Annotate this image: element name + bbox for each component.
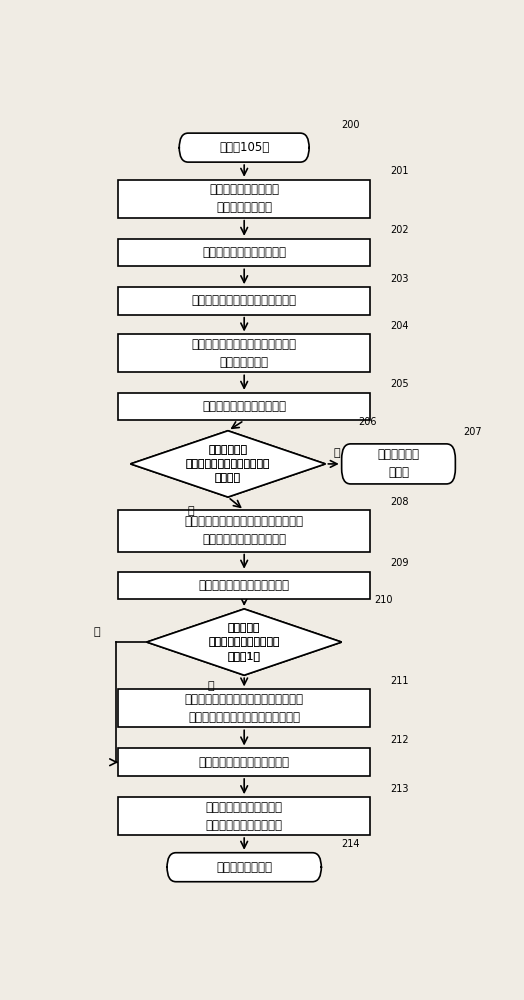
- Polygon shape: [147, 609, 342, 675]
- Text: 214: 214: [342, 839, 360, 849]
- Text: 205: 205: [390, 379, 409, 389]
- Text: 源句和被测句
不相似: 源句和被测句 不相似: [377, 448, 420, 479]
- Text: 否: 否: [208, 681, 214, 691]
- Text: 提取数值信息前后的大小关系: 提取数值信息前后的大小关系: [199, 579, 290, 592]
- Text: 多次查询大小关系表，得到多个区间，
通过区间类型判断方法进行区间合并: 多次查询大小关系表，得到多个区间， 通过区间类型判断方法进行区间合并: [184, 693, 304, 724]
- Text: 是: 是: [188, 506, 194, 516]
- Text: 213: 213: [390, 784, 409, 794]
- Polygon shape: [147, 609, 342, 675]
- Text: 200: 200: [342, 120, 360, 130]
- Text: 过滤不含有名词的句子成分: 过滤不含有名词的句子成分: [202, 246, 286, 259]
- Text: 判断源句和
被测句中大小关系的个数
是否是1个: 判断源句和 被测句中大小关系的个数 是否是1个: [209, 623, 280, 661]
- FancyBboxPatch shape: [118, 393, 370, 420]
- Text: 对各个成分进行分词，删除形容词: 对各个成分进行分词，删除形容词: [192, 294, 297, 307]
- Polygon shape: [130, 431, 325, 497]
- Text: 开始（105）: 开始（105）: [219, 141, 269, 154]
- FancyBboxPatch shape: [118, 287, 370, 315]
- Polygon shape: [130, 431, 325, 497]
- FancyBboxPatch shape: [118, 572, 370, 599]
- FancyBboxPatch shape: [118, 510, 370, 552]
- FancyBboxPatch shape: [118, 334, 370, 372]
- FancyBboxPatch shape: [118, 797, 370, 835]
- Text: 204: 204: [390, 321, 409, 331]
- FancyBboxPatch shape: [342, 444, 455, 484]
- Text: 212: 212: [390, 735, 409, 745]
- Text: 203: 203: [390, 274, 409, 284]
- Text: 202: 202: [390, 225, 409, 235]
- Text: 208: 208: [390, 497, 409, 507]
- Text: 是: 是: [93, 627, 100, 637]
- FancyBboxPatch shape: [118, 748, 370, 776]
- Text: 210: 210: [374, 595, 392, 605]
- Text: 211: 211: [390, 676, 409, 686]
- Text: 207: 207: [463, 427, 482, 437]
- FancyBboxPatch shape: [118, 689, 370, 727]
- Text: 区间相符判断结果: 区间相符判断结果: [216, 861, 272, 874]
- Text: 通过区间类型判断方法，
选择相应的区间比较方法: 通过区间类型判断方法， 选择相应的区间比较方法: [206, 801, 282, 832]
- FancyBboxPatch shape: [118, 180, 370, 218]
- FancyBboxPatch shape: [167, 853, 321, 882]
- Text: 判断源句和
被测句中大小关系的个数
是否是1个: 判断源句和 被测句中大小关系的个数 是否是1个: [209, 623, 280, 661]
- Text: 206: 206: [358, 417, 376, 427]
- Text: 201: 201: [390, 166, 409, 176]
- FancyBboxPatch shape: [118, 239, 370, 266]
- Text: 209: 209: [390, 558, 409, 568]
- FancyBboxPatch shape: [179, 133, 309, 162]
- Text: 对相似的源句和被测句
进行句子成分划分: 对相似的源句和被测句 进行句子成分划分: [209, 183, 279, 214]
- Text: 否: 否: [333, 448, 340, 458]
- Text: 判断源句和被
测句的物理量名称及其修饰词
是否一致: 判断源句和被 测句的物理量名称及其修饰词 是否一致: [185, 445, 270, 483]
- Text: 在源句和被测句的各个句子成分中
搜索物理量名称: 在源句和被测句的各个句子成分中 搜索物理量名称: [192, 338, 297, 369]
- Text: 通过国际单位换算表，对源句和被测句
的单位及数值进行统一换算: 通过国际单位换算表，对源句和被测句 的单位及数值进行统一换算: [184, 515, 304, 546]
- Text: 得到源句和被测句的数值区间: 得到源句和被测句的数值区间: [199, 756, 290, 769]
- Text: 判断源句和被
测句的物理量名称及其修饰词
是否一致: 判断源句和被 测句的物理量名称及其修饰词 是否一致: [185, 445, 270, 483]
- Text: 找出物理量名称所修饰的词: 找出物理量名称所修饰的词: [202, 400, 286, 413]
